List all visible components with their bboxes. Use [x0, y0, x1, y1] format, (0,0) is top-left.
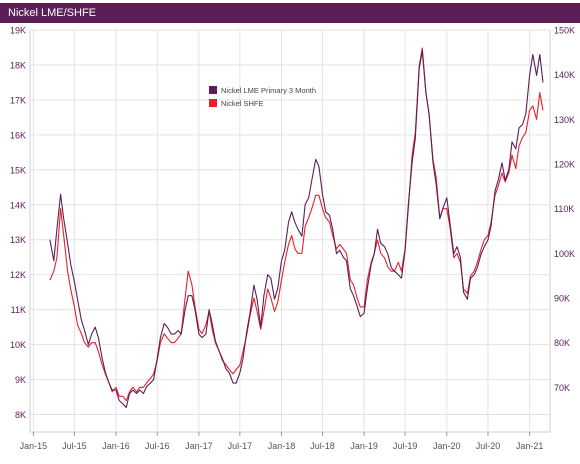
- y-left-tick-label: 14K: [10, 200, 26, 210]
- legend-label: Nickel LME Primary 3 Month: [221, 86, 316, 95]
- legend-swatch: [209, 99, 217, 107]
- series-line-lme: [49, 50, 544, 409]
- y-left-tick-label: 10K: [10, 340, 26, 350]
- grid-lines: [29, 29, 551, 433]
- y-left-tick-label: 19K: [10, 26, 26, 36]
- x-tick-label: Jan-21: [516, 441, 544, 451]
- y-right-tick-label: 140K: [554, 70, 575, 80]
- series-line-shfe: [49, 47, 544, 402]
- x-tick-label: Jul-16: [145, 441, 170, 451]
- y-right-tick-label: 110K: [554, 204, 574, 214]
- y-left-tick-label: 13K: [10, 235, 26, 245]
- chart-title: Nickel LME/SHFE: [8, 7, 97, 19]
- x-tick-label: Jul-20: [476, 441, 501, 451]
- y-right-tick-label: 80K: [554, 338, 570, 348]
- y-left-tick-label: 18K: [10, 60, 26, 70]
- legend: Nickel LME Primary 3 Month Nickel SHFE: [209, 86, 316, 108]
- x-tick-label: Jan-17: [185, 441, 213, 451]
- y-left-tick-label: 9K: [15, 375, 26, 385]
- legend-swatch: [209, 86, 217, 94]
- x-tick-label: Jan-16: [102, 441, 130, 451]
- axes: 8K 9K 10K 11K 12K 13K 14K 15K 16K 17K 18K 19K 70K 80K…: [10, 26, 575, 452]
- y-right-tick-label: 90K: [554, 294, 570, 304]
- x-tick-label: Jul-19: [393, 441, 418, 451]
- y-left-tick-label: 11K: [11, 305, 26, 315]
- x-tick-label: Jan-18: [268, 441, 296, 451]
- x-tick-label: Jul-17: [228, 441, 253, 451]
- y-left-tick-label: 12K: [10, 270, 26, 280]
- legend-label: Nickel SHFE: [221, 99, 264, 108]
- x-tick-label: Jul-18: [310, 441, 335, 451]
- y-right-tick-label: 100K: [554, 249, 575, 259]
- x-tick-label: Jul-15: [62, 441, 87, 451]
- y-right-tick-label: 70K: [554, 383, 570, 393]
- x-tick-label: Jan-20: [433, 441, 461, 451]
- y-right-tick-label: 130K: [554, 115, 575, 125]
- y-left-tick-label: 17K: [10, 95, 26, 105]
- y-left-tick-label: 8K: [15, 410, 26, 420]
- x-tick-label: Jan-19: [350, 441, 378, 451]
- y-left-tick-label: 16K: [10, 130, 26, 140]
- series-layer: [49, 47, 544, 409]
- y-left-tick-label: 15K: [10, 165, 26, 175]
- y-right-tick-label: 150K: [554, 26, 575, 36]
- chart-title-bar: Nickel LME/SHFE: [0, 3, 580, 23]
- x-tick-label: Jan-15: [20, 441, 48, 451]
- y-right-tick-label: 120K: [554, 160, 575, 170]
